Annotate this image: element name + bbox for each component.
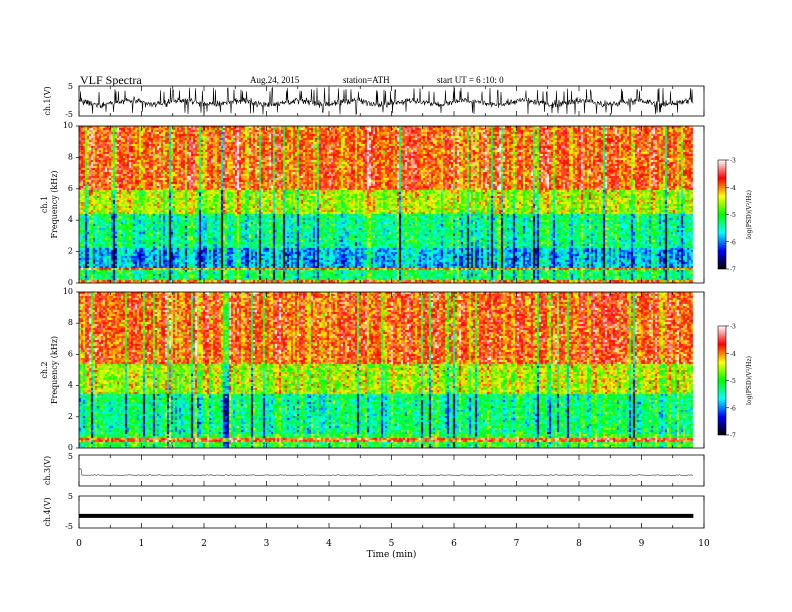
ch2-colorbar-label: log(PSD)(V²/Hz): [746, 356, 753, 405]
ch1-x-ticks: [78, 126, 705, 283]
ch1-colorbar-tick-label: -7: [730, 267, 736, 274]
x-tick-label: 3: [264, 539, 270, 549]
x-tick-label: 2: [201, 539, 207, 549]
ch4-ylabel: ch.4(V): [43, 497, 52, 526]
ch3-ylabel: ch.3(V): [43, 456, 52, 485]
ch1-ylabel: ch.1: [40, 196, 49, 213]
ch1-ytick-label: 2: [68, 247, 73, 256]
ch2-ytick-label: 4: [68, 381, 73, 390]
ch2-x-ticks: [78, 292, 705, 448]
chart-title: VLF Spectra: [80, 73, 142, 87]
ch2-spectrogram-image: [79, 292, 704, 448]
x-tick-label: 8: [576, 539, 582, 549]
ch1-ylabel: ch.1(V): [43, 86, 52, 115]
ch1-colorbar-label: log(PSD)(V²/Hz): [746, 190, 753, 239]
ch1-ytick-label: 5: [68, 82, 73, 91]
ch2-colorbar-tick-label: -4: [730, 351, 736, 358]
ch1-ytick-label: 6: [68, 184, 73, 193]
ch2-ylabel: ch.2: [40, 361, 49, 378]
ch1-colorbar-tick-label: -4: [730, 185, 736, 192]
ch1-spectrogram-image: [79, 126, 704, 283]
ch2-ytick-label: 10: [63, 287, 73, 296]
x-tick-label: 9: [639, 539, 645, 549]
ch1-ylabel-freq: Frequency (kHz): [50, 170, 59, 238]
ch2-ytick-label: 0: [68, 443, 73, 452]
x-tick-label: 5: [389, 539, 395, 549]
ch2-colorbar-tick-label: -5: [730, 378, 736, 385]
ch1-ytick-label: 8: [68, 152, 73, 161]
ch1-colorbar-tick-label: -3: [730, 158, 736, 165]
ch2-colorbar-tick-label: -6: [730, 405, 736, 412]
ch4-x-ticks: [78, 496, 705, 528]
ch2-ytick-label: 8: [68, 318, 73, 327]
start-time-label: start UT = 6 :10: 0: [437, 75, 504, 85]
ch1-colorbar-tick-label: -5: [730, 212, 736, 219]
x-axis-label: Time (min): [367, 549, 417, 560]
x-tick-label: 0: [76, 539, 82, 549]
ch2-colorbar-tick-label: -3: [730, 324, 736, 331]
ch4-ytick-label: -5: [65, 522, 73, 531]
ch1-ytick-label: 0: [68, 278, 73, 287]
x-tick-label: 1: [139, 539, 145, 549]
ch4-ytick-label: 5: [68, 492, 73, 501]
x-tick-label: 7: [514, 539, 520, 549]
x-tick-label: 4: [326, 539, 332, 549]
ch2-colorbar: [717, 325, 727, 436]
x-tick-label: 6: [451, 539, 457, 549]
ch1-ytick-label: 4: [68, 215, 73, 224]
date-label: Aug.24, 2015: [250, 75, 300, 85]
ch2-ytick-label: 6: [68, 349, 73, 358]
x-tick-label: 10: [698, 539, 710, 549]
ch1-ytick-label: -5: [65, 110, 73, 119]
ch1-colorbar-tick-label: -6: [730, 239, 736, 246]
station-label: station=ATH: [343, 75, 390, 85]
ch3-ytick-label: 5: [68, 452, 73, 461]
ch3-waveform-trace: [79, 468, 694, 476]
ch2-ytick-label: 2: [68, 412, 73, 421]
ch1-waveform-trace: [78, 86, 694, 115]
ch2-colorbar-tick-label: -7: [730, 433, 736, 440]
ch1-colorbar: [717, 159, 727, 270]
ch3-x-ticks: [78, 455, 705, 486]
ch1-ytick-label: 10: [63, 121, 73, 130]
ch2-ylabel-freq: Frequency (kHz): [50, 336, 59, 404]
